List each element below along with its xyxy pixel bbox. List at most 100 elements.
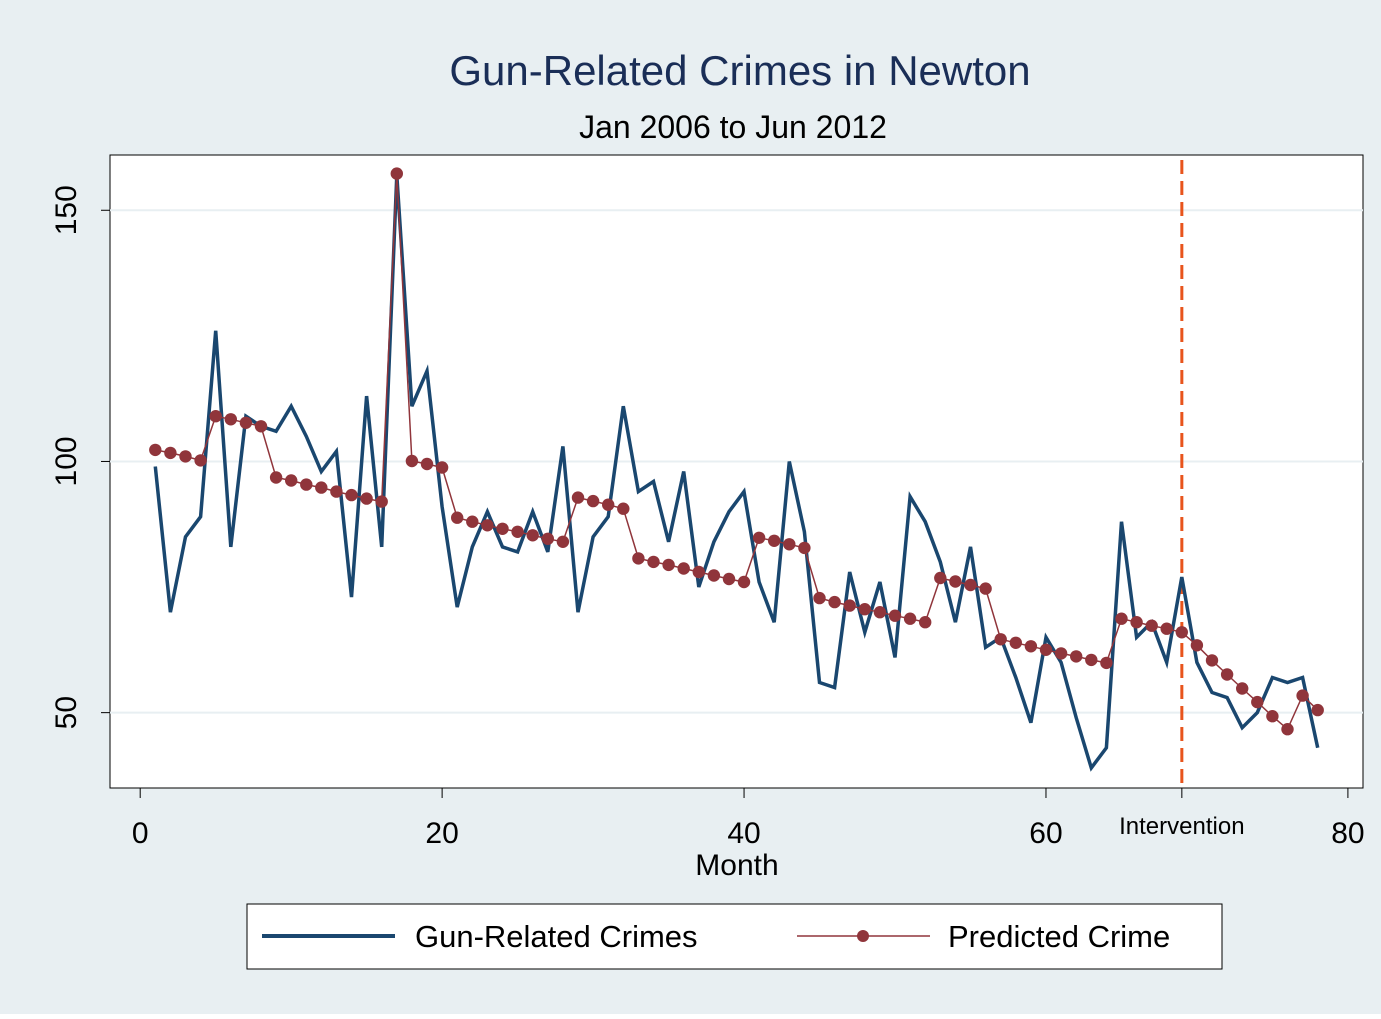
predicted-crime-point (1100, 656, 1113, 670)
x-axis: 0 20 40 60 80 (110, 787, 1365, 850)
predicted-crime-point (768, 534, 781, 547)
y-axis: 50 100 150 (50, 185, 110, 729)
predicted-crime-point (1115, 612, 1128, 625)
predicted-crime-point (692, 565, 705, 579)
predicted-crime-point (828, 595, 841, 609)
predicted-crime-point (481, 519, 494, 532)
predicted-crime-point (1009, 636, 1022, 649)
predicted-crime-point (934, 571, 947, 585)
x-axis-label: Month (695, 849, 778, 882)
predicted-crime-point (752, 531, 766, 544)
predicted-crime-point (979, 582, 992, 595)
predicted-crime-point (617, 502, 630, 515)
predicted-crime-point (632, 552, 645, 565)
predicted-crime-point (224, 413, 237, 426)
legend-box (246, 903, 1223, 970)
x-tick-label: 0 (132, 817, 149, 850)
y-tick-label: 100 (50, 436, 83, 486)
predicted-crime-point (466, 515, 479, 528)
legend-label-gun-related-crimes: Gun-Related Crimes (415, 919, 698, 954)
predicted-crime-point (602, 498, 615, 511)
predicted-crime-point (586, 494, 600, 508)
y-tick-label: 150 (50, 185, 83, 235)
predicted-crime-point (1311, 703, 1324, 717)
predicted-crime-point (1085, 653, 1098, 667)
predicted-crime-point (405, 454, 419, 468)
predicted-crime-point (300, 478, 313, 491)
predicted-crime-point (1266, 710, 1279, 723)
predicted-crime-point (677, 562, 690, 575)
predicted-crime-point (903, 612, 917, 625)
predicted-crime-point (164, 446, 177, 460)
predicted-crime-point (994, 633, 1007, 646)
predicted-crime-point (451, 511, 464, 524)
predicted-crime-point (873, 606, 887, 619)
predicted-crime-point (783, 538, 796, 551)
predicted-crime-point (1039, 643, 1053, 656)
y-tick-label: 50 (50, 696, 83, 729)
predicted-crime-point (420, 457, 434, 471)
predicted-crime-point (722, 572, 736, 586)
predicted-crime-point (315, 481, 328, 494)
predicted-crime-point (798, 541, 811, 555)
predicted-crime-point (239, 416, 253, 429)
predicted-crime-point (1281, 723, 1294, 736)
predicted-crime-point (1145, 619, 1158, 632)
predicted-crime-point (541, 532, 554, 545)
predicted-crime-point (858, 603, 871, 616)
predicted-crime-point (949, 575, 962, 588)
predicted-crime-point (1130, 616, 1143, 629)
predicted-crime-point (526, 529, 539, 542)
x-tick-label: 40 (727, 817, 760, 850)
predicted-crime-point (1175, 626, 1189, 639)
predicted-crime-point (1054, 647, 1068, 660)
predicted-crime-point (390, 167, 403, 180)
predicted-crime-point (254, 420, 268, 433)
predicted-crime-point (285, 474, 298, 487)
chart-title: Gun-Related Crimes in Newton (449, 47, 1030, 94)
legend: Gun-Related Crimes Predicted Crime (246, 903, 1223, 970)
predicted-crime-point (1220, 668, 1234, 681)
predicted-crime-point (662, 558, 675, 572)
predicted-crime-point (1160, 622, 1173, 635)
predicted-crime-point (1296, 689, 1309, 702)
legend-marker-predicted-crime (857, 930, 869, 942)
predicted-crime-point (375, 495, 388, 508)
predicted-crime-point (737, 575, 751, 589)
predicted-crime-point (707, 569, 721, 582)
predicted-crime-point (496, 522, 509, 535)
predicted-crime-point (1024, 640, 1038, 653)
predicted-crime-point (1251, 695, 1264, 709)
predicted-crime-point (435, 461, 449, 474)
predicted-crime-point (571, 491, 585, 504)
legend-label-predicted-crime: Predicted Crime (948, 919, 1170, 954)
predicted-crime-point (149, 443, 162, 457)
predicted-crime-point (1205, 654, 1219, 667)
predicted-crime-point (1190, 639, 1204, 652)
chart-subtitle: Jan 2006 to Jun 2012 (579, 109, 887, 145)
series-layer (149, 167, 1324, 772)
x-tick-label: 20 (425, 817, 458, 850)
predicted-crime-point (813, 591, 826, 605)
intervention-label: Intervention (1119, 813, 1244, 840)
predicted-crime-point (345, 488, 358, 502)
predicted-crime-point (1070, 650, 1083, 663)
predicted-crime-point (964, 578, 977, 592)
predicted-crime-point (556, 535, 570, 548)
x-tick-label: 80 (1331, 817, 1364, 850)
predicted-crime-point (209, 410, 222, 423)
series-line-gun-related-crimes (153, 174, 1320, 772)
predicted-crime-point (1236, 682, 1249, 695)
predicted-crime-point (269, 471, 283, 484)
predicted-crime-point (888, 609, 902, 622)
predicted-crime-point (179, 450, 192, 463)
predicted-crime-point (843, 599, 856, 612)
predicted-crime-point (511, 525, 524, 538)
intervention-group: Intervention (1119, 160, 1245, 840)
predicted-crime-point (330, 485, 343, 498)
predicted-crime-point (194, 454, 207, 467)
x-tick-label: 60 (1029, 817, 1062, 850)
plot-area (109, 154, 1364, 789)
